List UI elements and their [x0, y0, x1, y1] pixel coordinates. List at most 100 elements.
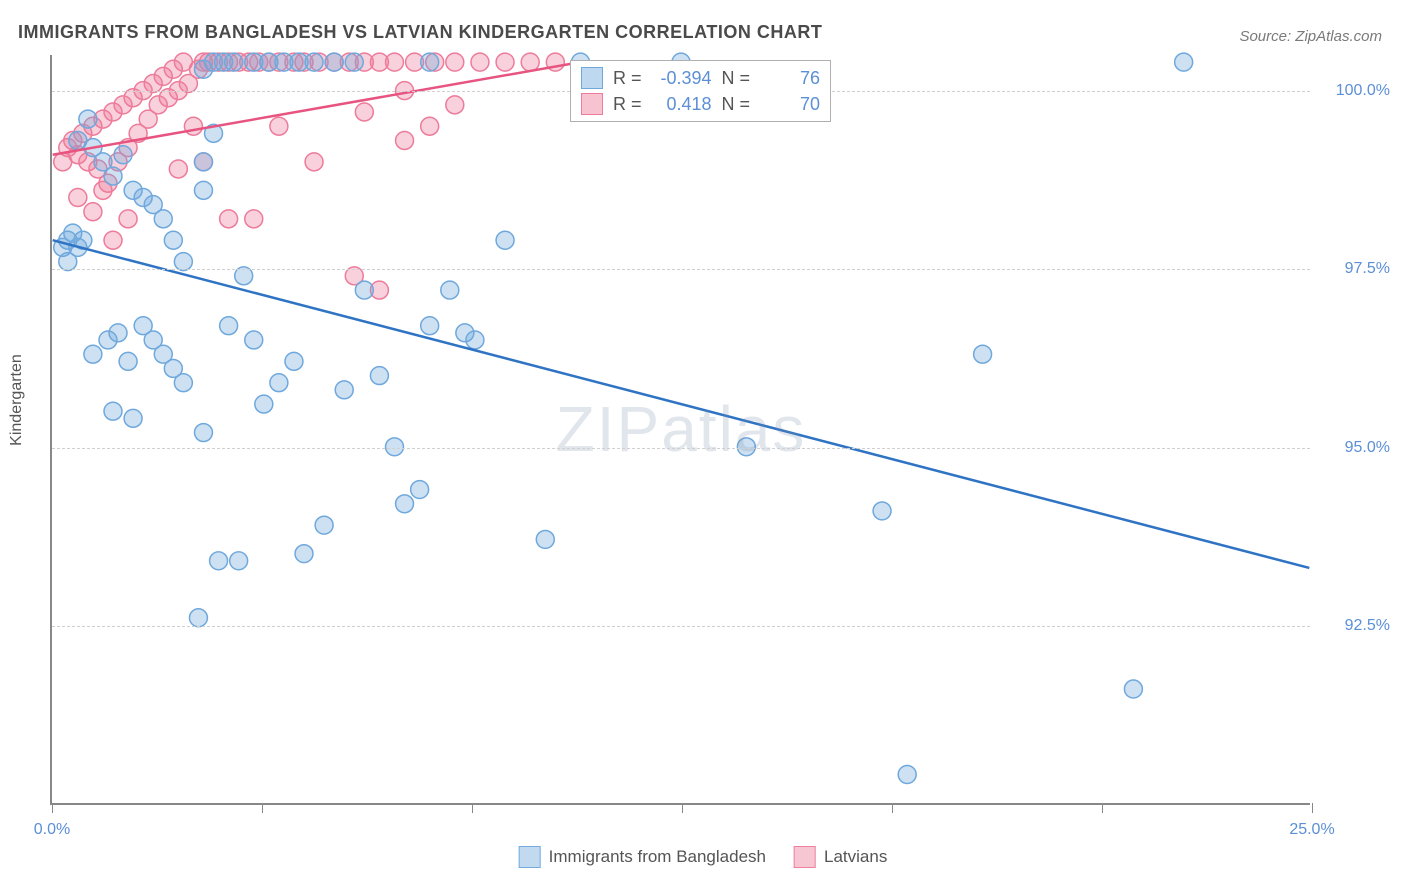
legend-swatch-1 [519, 846, 541, 868]
stats-row-series-2: R = 0.418 N = 70 [581, 91, 820, 117]
scatter-point [84, 203, 102, 221]
scatter-point [446, 96, 464, 114]
legend-item-1: Immigrants from Bangladesh [519, 846, 766, 868]
x-tick [682, 803, 683, 813]
y-axis-label: Kindergarten [8, 354, 26, 446]
scatter-point [446, 53, 464, 71]
gridline [52, 626, 1310, 627]
r-value-series-2: 0.418 [652, 94, 712, 115]
scatter-point [230, 552, 248, 570]
scatter-point [104, 167, 122, 185]
swatch-series-2 [581, 93, 603, 115]
scatter-point [370, 367, 388, 385]
scatter-point [1124, 680, 1142, 698]
scatter-point [305, 153, 323, 171]
x-tick [52, 803, 53, 813]
scatter-point [225, 53, 243, 71]
scatter-point [270, 374, 288, 392]
r-label: R = [613, 94, 642, 115]
n-value-series-1: 76 [760, 68, 820, 89]
scatter-point [59, 253, 77, 271]
scatter-point [1175, 53, 1193, 71]
scatter-point [84, 345, 102, 363]
scatter-point [169, 160, 187, 178]
scatter-point [104, 402, 122, 420]
scatter-point [295, 545, 313, 563]
chart-title: IMMIGRANTS FROM BANGLADESH VS LATVIAN KI… [18, 22, 822, 43]
scatter-point [210, 552, 228, 570]
scatter-point [220, 210, 238, 228]
r-value-series-1: -0.394 [652, 68, 712, 89]
scatter-point [471, 53, 489, 71]
scatter-point [124, 409, 142, 427]
scatter-point [305, 53, 323, 71]
scatter-point [898, 766, 916, 784]
scatter-point [355, 103, 373, 121]
scatter-point [873, 502, 891, 520]
x-tick [1102, 803, 1103, 813]
y-tick-label: 100.0% [1320, 82, 1390, 100]
scatter-point [521, 53, 539, 71]
x-tick [892, 803, 893, 813]
plot-svg [52, 55, 1310, 803]
scatter-point [737, 438, 755, 456]
scatter-point [411, 481, 429, 499]
scatter-point [335, 381, 353, 399]
x-tick-label: 25.0% [1289, 821, 1334, 839]
gridline [52, 269, 1310, 270]
scatter-point [421, 53, 439, 71]
scatter-point [164, 231, 182, 249]
scatter-point [104, 231, 122, 249]
scatter-point [195, 153, 213, 171]
scatter-point [195, 181, 213, 199]
scatter-point [184, 117, 202, 135]
scatter-point [345, 53, 363, 71]
scatter-point [496, 231, 514, 249]
scatter-point [220, 317, 238, 335]
n-value-series-2: 70 [760, 94, 820, 115]
scatter-point [421, 117, 439, 135]
scatter-point [69, 189, 87, 207]
n-label: N = [722, 94, 751, 115]
scatter-point [255, 395, 273, 413]
scatter-point [195, 424, 213, 442]
scatter-point [119, 210, 137, 228]
source-attribution: Source: ZipAtlas.com [1239, 28, 1382, 45]
scatter-point [79, 110, 97, 128]
legend-label-2: Latvians [824, 847, 887, 867]
y-tick-label: 97.5% [1320, 260, 1390, 278]
x-tick [262, 803, 263, 813]
bottom-legend: Immigrants from Bangladesh Latvians [519, 846, 888, 868]
plot-area: ZIPatlas 92.5%95.0%97.5%100.0%0.0%25.0% [50, 55, 1310, 805]
scatter-point [119, 352, 137, 370]
scatter-point [189, 609, 207, 627]
scatter-point [245, 331, 263, 349]
gridline [52, 448, 1310, 449]
legend-item-2: Latvians [794, 846, 887, 868]
scatter-point [386, 438, 404, 456]
y-tick-label: 92.5% [1320, 617, 1390, 635]
x-tick [472, 803, 473, 813]
scatter-point [174, 374, 192, 392]
x-tick [1312, 803, 1313, 813]
scatter-point [974, 345, 992, 363]
scatter-point [386, 53, 404, 71]
stats-row-series-1: R = -0.394 N = 76 [581, 65, 820, 91]
legend-swatch-2 [794, 846, 816, 868]
scatter-point [154, 210, 172, 228]
scatter-point [496, 53, 514, 71]
stats-legend-box: R = -0.394 N = 76 R = 0.418 N = 70 [570, 60, 831, 122]
regression-line [53, 240, 1310, 568]
x-tick-label: 0.0% [34, 821, 70, 839]
scatter-point [396, 495, 414, 513]
y-tick-label: 95.0% [1320, 439, 1390, 457]
scatter-point [114, 146, 132, 164]
scatter-point [285, 352, 303, 370]
scatter-point [466, 331, 484, 349]
r-label: R = [613, 68, 642, 89]
n-label: N = [722, 68, 751, 89]
scatter-point [421, 317, 439, 335]
scatter-point [245, 210, 263, 228]
scatter-point [315, 516, 333, 534]
legend-label-1: Immigrants from Bangladesh [549, 847, 766, 867]
